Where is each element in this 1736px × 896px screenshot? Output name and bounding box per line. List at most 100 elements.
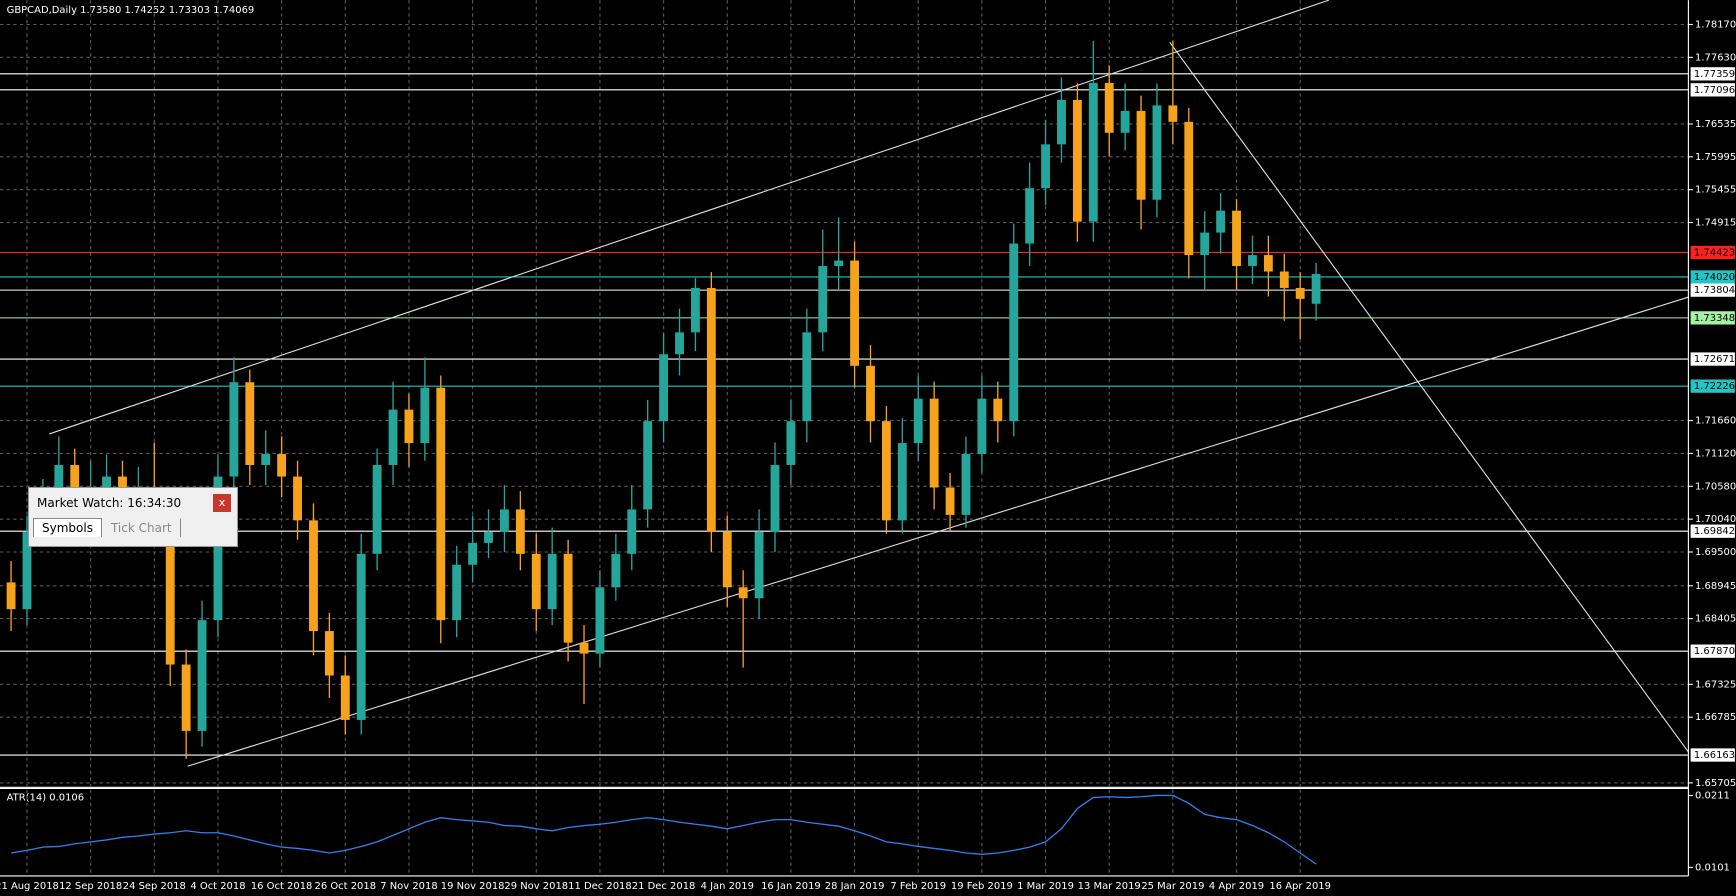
y-tick-label: 1.65705	[1695, 778, 1736, 789]
indicator-line	[10, 794, 1317, 865]
close-button[interactable]: x	[213, 494, 231, 512]
tab-strip: Symbols Tick Chart	[29, 518, 237, 537]
candle-body	[706, 287, 716, 532]
candle-body	[1088, 82, 1098, 222]
candle-body	[22, 531, 32, 610]
candle-body	[531, 553, 541, 610]
y-tick-label: 1.75455	[1695, 185, 1736, 196]
candle-body	[1279, 271, 1289, 288]
candle-body	[436, 387, 446, 621]
candle-body	[309, 520, 318, 632]
candle-body	[1216, 210, 1226, 233]
y-tick-label: 1.71660	[1695, 416, 1736, 427]
x-tick-label: 12 Sep 2018	[59, 881, 122, 892]
y-tick-label: 1.66785	[1695, 712, 1736, 723]
level-label: 1.77096	[1694, 85, 1735, 96]
x-tick-label: 21 Aug 2018	[0, 881, 59, 892]
candle-body	[1200, 232, 1210, 256]
candle-body	[404, 409, 414, 444]
candle-body	[1136, 110, 1146, 200]
level-label-box	[1690, 524, 1735, 538]
candle-body	[675, 332, 684, 355]
level-label: 1.67870	[1694, 646, 1735, 657]
candle-body	[515, 509, 525, 554]
candle-body	[866, 365, 875, 422]
x-tick-label: 16 Oct 2018	[251, 881, 313, 892]
y-tick-label: 1.76535	[1695, 119, 1736, 130]
candle-body	[1184, 121, 1194, 256]
y-tick-label: 0.0101	[1695, 862, 1730, 873]
x-tick-label: 21 Dec 2018	[632, 881, 696, 892]
candle-body	[1120, 110, 1130, 133]
x-tick-label: 26 Oct 2018	[315, 881, 377, 892]
candle-body	[738, 587, 748, 599]
candle-body	[977, 398, 987, 455]
level-label: 1.69842	[1694, 526, 1735, 537]
candle-body	[754, 531, 764, 599]
x-tick-label: 1 Mar 2019	[1017, 881, 1074, 892]
trendline	[187, 296, 1689, 767]
candle-body	[611, 553, 621, 588]
x-tick-label: 7 Feb 2019	[890, 881, 946, 892]
level-label-box	[1690, 352, 1735, 366]
candle-body	[818, 266, 828, 333]
x-tick-label: 16 Jan 2019	[761, 881, 821, 892]
y-tick-label: 1.71120	[1695, 448, 1736, 459]
x-tick-label: 25 Mar 2019	[1141, 881, 1204, 892]
y-tick-label: 1.77630	[1695, 52, 1736, 63]
candle-body	[897, 443, 907, 521]
candle-body	[1152, 105, 1162, 200]
candle-body	[1009, 243, 1019, 422]
level-label: 1.73348	[1694, 313, 1735, 324]
x-tick-label: 13 Mar 2019	[1078, 881, 1141, 892]
market-watch-window[interactable]: Market Watch: 16:34:30 x Symbols Tick Ch…	[28, 487, 238, 547]
candle-body	[834, 260, 844, 267]
candle-body	[786, 421, 796, 465]
candle-body	[293, 476, 302, 521]
level-label: 1.74020	[1694, 272, 1735, 283]
x-tick-label: 19 Nov 2018	[441, 881, 505, 892]
candle-body	[722, 531, 732, 588]
tab[interactable]: Tick Chart	[101, 518, 181, 537]
candle-body	[102, 476, 111, 488]
window-title: Market Watch: 16:34:30	[37, 496, 182, 510]
y-tick-label: 1.78170	[1695, 19, 1736, 30]
candle-body	[1057, 99, 1066, 145]
x-tick-label: 28 Jan 2019	[825, 881, 885, 892]
candle-body	[500, 509, 509, 532]
tab[interactable]: Symbols	[33, 518, 102, 537]
candle-body	[563, 553, 573, 643]
candle-body	[929, 398, 939, 488]
level-label-box	[1690, 283, 1735, 297]
candle-body	[213, 476, 223, 621]
candle-body	[452, 564, 462, 621]
candle-body	[627, 509, 637, 554]
candle-body	[850, 260, 860, 366]
level-label-box	[1690, 245, 1735, 260]
candle-body	[547, 553, 557, 610]
candle-body	[340, 675, 350, 720]
candle-body	[1248, 255, 1257, 267]
candle-body	[961, 454, 971, 515]
x-tick-label: 29 Nov 2018	[504, 881, 568, 892]
level-label-box	[1690, 644, 1735, 658]
level-label: 1.77359	[1694, 69, 1735, 80]
x-tick-label: 4 Jan 2019	[701, 881, 754, 892]
chart-title: GBPCAD,Daily 1.73580 1.74252 1.73303 1.7…	[7, 5, 255, 16]
y-tick-label: 1.74915	[1695, 218, 1736, 229]
candle-body	[770, 464, 780, 532]
candle-body	[1232, 210, 1241, 267]
window-title-bar: Market Watch: 16:34:30 x	[29, 488, 237, 518]
y-tick-label: 1.68405	[1695, 614, 1736, 625]
level-label: 1.66163	[1694, 750, 1735, 761]
candle-body	[356, 553, 366, 720]
y-tick-label: 1.70580	[1695, 481, 1736, 492]
candle-body	[802, 332, 812, 422]
trendline	[49, 0, 1330, 435]
candle-body	[881, 421, 891, 521]
level-label-box	[1690, 748, 1735, 762]
y-tick-label: 1.68945	[1695, 581, 1736, 592]
x-tick-label: 19 Feb 2019	[951, 881, 1013, 892]
candle-body	[54, 464, 64, 499]
